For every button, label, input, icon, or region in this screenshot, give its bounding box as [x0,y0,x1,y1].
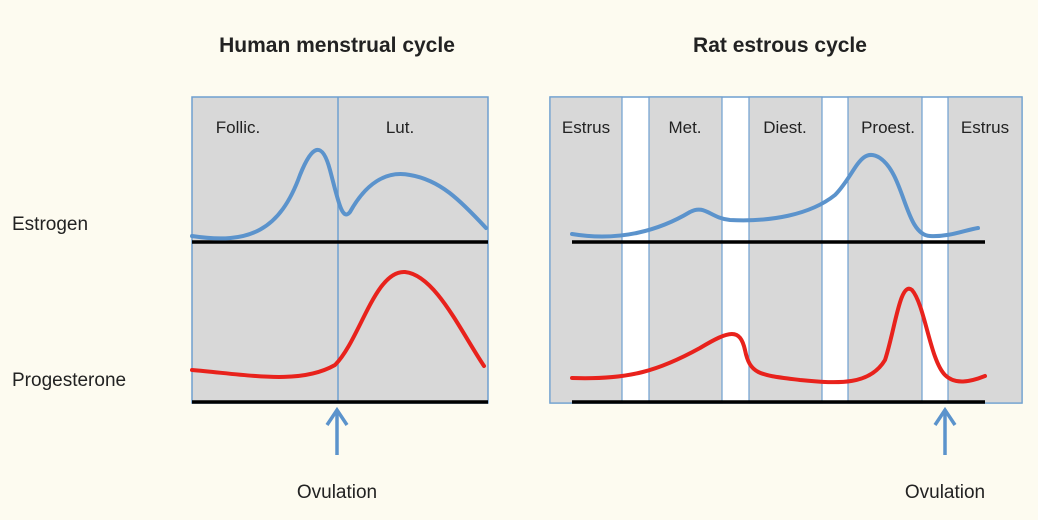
progesterone-curve [190,269,486,379]
arrow-head [933,406,957,426]
ovulation-label: Ovulation [905,482,985,503]
progesterone-curve [570,286,987,385]
ovulation-label: Ovulation [297,482,377,503]
curves [190,147,987,385]
row-label: Estrogen [12,214,88,235]
phase-label: Estrus [562,118,610,137]
panel [191,96,489,404]
phase-bar [947,96,1023,404]
phase-bar [549,96,623,404]
arrow-head [325,406,349,426]
arrows [325,406,957,455]
estrogen-curve [570,152,980,239]
phase-label: Follic. [216,118,260,137]
phase-label: Lut. [386,118,414,137]
estrogen-curve [190,147,488,241]
row-label: Progesterone [12,370,126,391]
title: Rat estrous cycle [693,34,867,57]
phase-label: Met. [668,118,701,137]
phase-label: Diest. [763,118,806,137]
baselines [192,240,985,404]
phase-bar [748,96,823,404]
phase-label: Proest. [861,118,915,137]
phase-label: Estrus [961,118,1009,137]
phase-bars [549,96,1023,404]
title: Human menstrual cycle [219,34,455,57]
phase-bar [847,96,923,404]
phase-bar [648,96,723,404]
